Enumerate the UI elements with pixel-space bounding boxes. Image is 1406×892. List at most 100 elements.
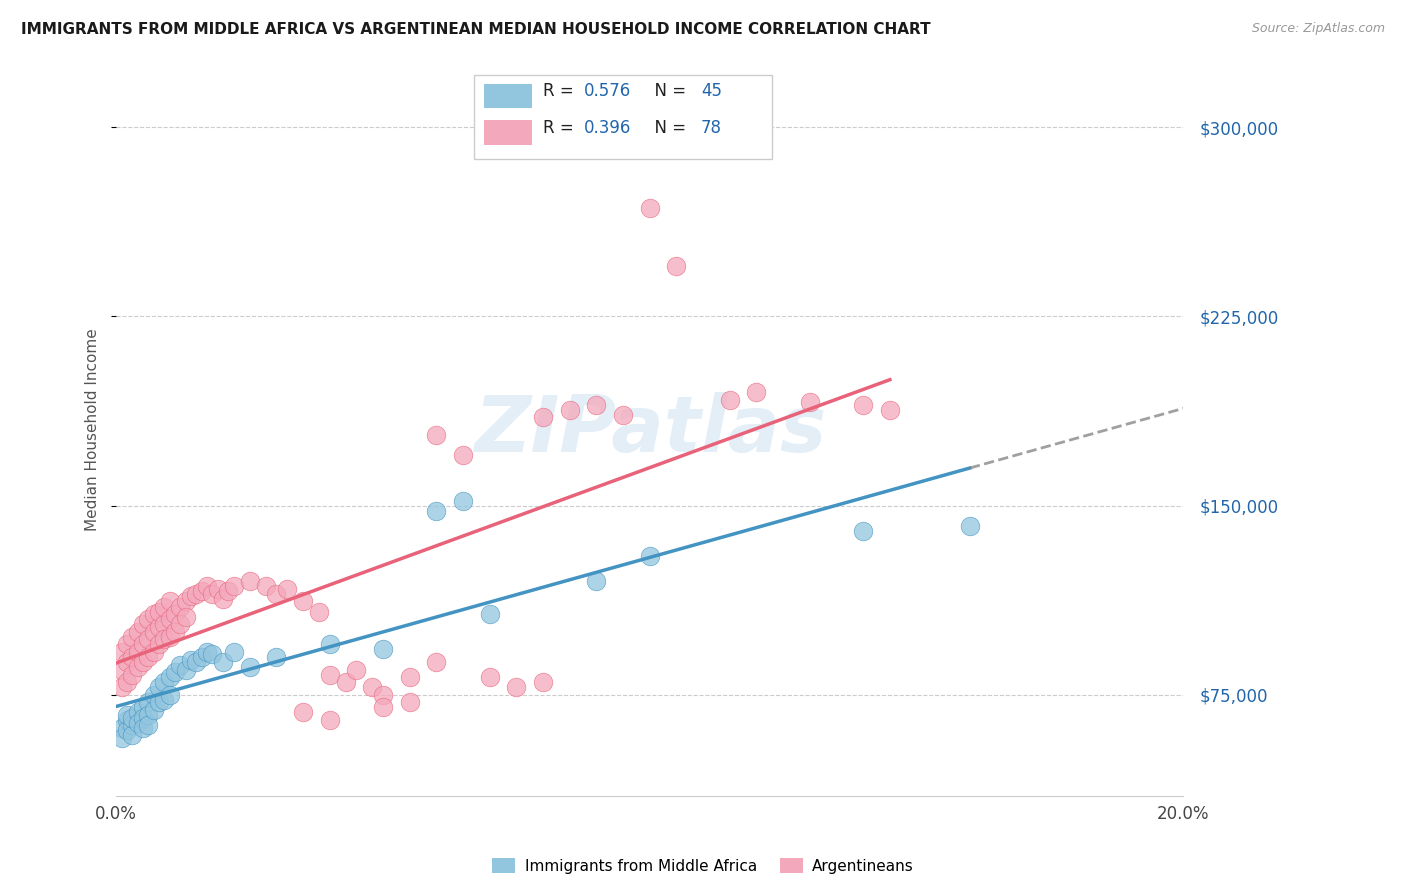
Point <box>186 655 208 669</box>
Point <box>132 655 155 669</box>
Point <box>478 670 501 684</box>
Point <box>121 667 143 681</box>
Point <box>142 645 165 659</box>
Point <box>142 624 165 639</box>
Point <box>159 630 181 644</box>
Point <box>136 650 159 665</box>
Point <box>318 637 340 651</box>
Point <box>136 612 159 626</box>
Point <box>718 392 741 407</box>
Point <box>174 609 197 624</box>
Point <box>127 706 149 720</box>
Point <box>371 700 394 714</box>
Point <box>425 503 447 517</box>
Point <box>136 695 159 709</box>
Point <box>115 723 138 738</box>
Point <box>148 620 170 634</box>
Point <box>585 574 607 589</box>
Point <box>115 713 138 727</box>
Point <box>335 675 357 690</box>
Point <box>852 524 875 538</box>
Point <box>127 660 149 674</box>
Point <box>115 637 138 651</box>
Point <box>153 675 176 690</box>
Point <box>318 667 340 681</box>
Point <box>136 718 159 732</box>
Text: Source: ZipAtlas.com: Source: ZipAtlas.com <box>1251 22 1385 36</box>
Point <box>398 670 420 684</box>
Point <box>531 675 554 690</box>
Point <box>110 731 132 745</box>
Point <box>136 708 159 723</box>
Y-axis label: Median Household Income: Median Household Income <box>86 328 100 532</box>
Point <box>132 637 155 651</box>
Point <box>148 680 170 694</box>
Point <box>153 617 176 632</box>
Point <box>371 688 394 702</box>
Point <box>121 650 143 665</box>
Text: ZIPatlas: ZIPatlas <box>474 392 825 468</box>
Point <box>153 599 176 614</box>
Text: R =: R = <box>543 119 579 136</box>
Text: 45: 45 <box>702 82 723 100</box>
Point <box>121 718 143 732</box>
Point <box>212 591 235 606</box>
Point <box>132 700 155 714</box>
Text: 0.396: 0.396 <box>583 119 631 136</box>
Point <box>136 632 159 647</box>
Text: 0.576: 0.576 <box>583 82 631 100</box>
Point <box>292 594 315 608</box>
Point <box>478 607 501 621</box>
Point <box>121 630 143 644</box>
Text: N =: N = <box>644 119 692 136</box>
Point <box>425 655 447 669</box>
Point <box>169 599 191 614</box>
Point <box>169 657 191 672</box>
Point <box>308 605 330 619</box>
Point <box>239 574 262 589</box>
Point <box>142 607 165 621</box>
Point <box>110 680 132 694</box>
Point <box>201 648 224 662</box>
Point <box>207 582 229 596</box>
Point <box>361 680 384 694</box>
Point <box>148 605 170 619</box>
Point <box>174 594 197 608</box>
Point <box>612 408 634 422</box>
Point <box>212 655 235 669</box>
Point <box>132 710 155 724</box>
Point <box>222 645 245 659</box>
Point <box>959 518 981 533</box>
Point <box>266 650 288 665</box>
Point <box>127 715 149 730</box>
Point <box>190 650 212 665</box>
Point <box>115 655 138 669</box>
Point <box>148 637 170 651</box>
Point <box>163 624 186 639</box>
Point <box>276 582 298 596</box>
Point <box>799 395 821 409</box>
Point <box>531 410 554 425</box>
Text: R =: R = <box>543 82 579 100</box>
Point <box>115 675 138 690</box>
Point <box>266 587 288 601</box>
Point <box>110 721 132 735</box>
Point <box>127 624 149 639</box>
FancyBboxPatch shape <box>474 75 772 159</box>
Point <box>132 721 155 735</box>
Point <box>159 612 181 626</box>
Point <box>169 617 191 632</box>
Point <box>148 695 170 709</box>
Point <box>239 660 262 674</box>
Point <box>505 680 527 694</box>
FancyBboxPatch shape <box>485 84 533 108</box>
Point <box>174 663 197 677</box>
Point <box>254 579 277 593</box>
Text: N =: N = <box>644 82 692 100</box>
Point <box>180 590 202 604</box>
Point <box>127 645 149 659</box>
Point <box>195 645 218 659</box>
Point <box>344 663 367 677</box>
Point <box>132 617 155 632</box>
Point <box>159 594 181 608</box>
